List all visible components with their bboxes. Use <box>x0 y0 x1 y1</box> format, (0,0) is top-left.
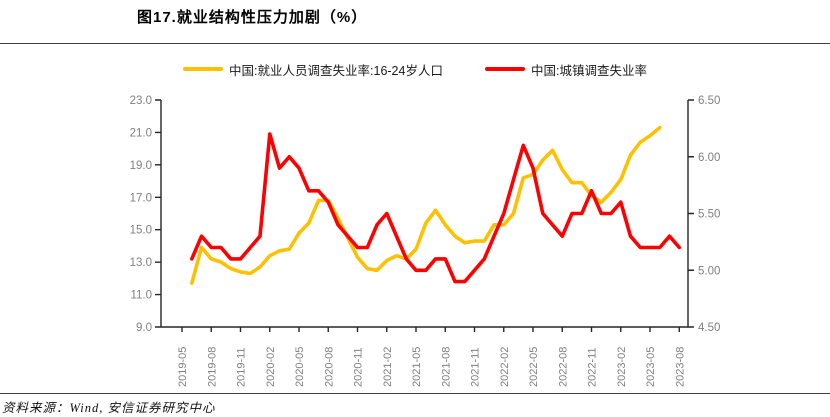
left-axis-tick-label: 15.0 <box>130 225 152 237</box>
right-axis-tick-label: 5.00 <box>698 265 720 277</box>
x-axis-tick-label: 2021-11 <box>470 347 482 387</box>
legend-item-urban-rate: 中国:城镇调查失业率 <box>484 60 647 79</box>
footer-divider <box>0 393 830 394</box>
left-axis-tick-label: 13.0 <box>130 257 152 269</box>
left-axis-tick-label: 11.0 <box>130 290 152 302</box>
x-axis-tick-label: 2023-08 <box>674 347 686 387</box>
chart-legend: 中国:就业人员调查失业率:16-24岁人口 中国:城镇调查失业率 <box>0 58 830 80</box>
legend-item-youth-rate: 中国:就业人员调查失业率:16-24岁人口 <box>183 60 443 79</box>
x-axis-tick-label: 2020-08 <box>323 347 335 387</box>
left-axis-tick-label: 9.0 <box>136 322 152 334</box>
left-axis-tick-label: 21.0 <box>130 127 152 139</box>
youth-unemployment-line <box>190 125 662 286</box>
x-axis-tick-label: 2022-08 <box>557 347 569 387</box>
x-axis-tick-label: 2020-05 <box>294 347 306 387</box>
x-axis-tick-label: 2022-05 <box>528 347 540 387</box>
x-axis-tick-label: 2019-11 <box>236 347 248 387</box>
right-axis-tick-label: 4.50 <box>698 322 720 334</box>
urban-series-swatch <box>484 67 525 71</box>
right-axis-tick-label: 5.50 <box>698 209 720 221</box>
urban-unemployment-line <box>190 132 682 284</box>
x-axis-tick-label: 2022-11 <box>587 347 599 387</box>
x-axis-tick-label: 2020-11 <box>353 347 365 387</box>
x-axis-tick-label: 2023-05 <box>645 347 657 387</box>
legend-label-youth-rate: 中国:就业人员调查失业率:16-24岁人口 <box>229 63 443 78</box>
left-axis-tick-label: 17.0 <box>130 192 152 204</box>
x-axis-tick-label: 2023-02 <box>616 347 628 387</box>
left-axis-tick-label: 23.0 <box>130 95 152 107</box>
left-axis-tick-label: 19.0 <box>130 160 152 172</box>
x-axis-tick-label: 2022-02 <box>499 347 511 387</box>
x-axis-tick-label: 2021-02 <box>382 347 394 387</box>
x-axis-tick-label: 2021-05 <box>411 347 423 387</box>
x-axis-tick-label: 2019-08 <box>206 347 218 387</box>
title-divider <box>0 43 830 44</box>
source-note: 资料来源：Wind, 安信证券研究中心 <box>2 401 216 415</box>
right-axis-tick-label: 6.00 <box>698 152 720 164</box>
x-axis-tick-label: 2019-05 <box>177 347 189 387</box>
right-axis-tick-label: 6.50 <box>698 95 720 107</box>
x-axis-tick-label: 2020-02 <box>265 347 277 387</box>
chart-title: 图17.就业结构性压力加剧（%） <box>137 9 368 26</box>
legend-label-urban-rate: 中国:城镇调查失业率 <box>530 63 647 78</box>
axes <box>155 99 694 332</box>
x-axis-tick-label: 2021-08 <box>440 347 452 387</box>
youth-series-swatch <box>183 67 224 71</box>
